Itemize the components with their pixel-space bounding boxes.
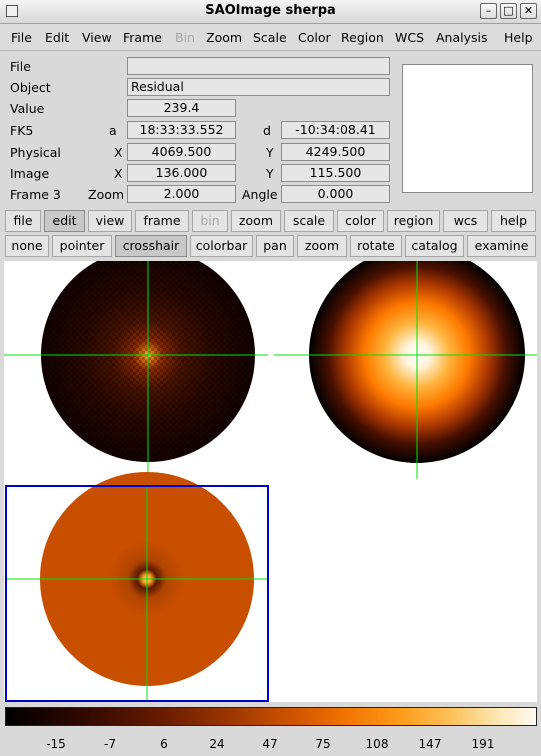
close-icon[interactable]: ✕ <box>520 3 537 19</box>
colorbar-tick: -7 <box>104 737 116 751</box>
colorbar-tick: 108 <box>365 737 389 751</box>
fk5-a-field: 18:33:33.552 <box>127 121 236 139</box>
value-field: 239.4 <box>127 99 236 117</box>
button-none[interactable]: none <box>5 235 49 257</box>
colorbar-tick: 75 <box>315 737 331 751</box>
angle-label: Angle <box>242 187 278 202</box>
button-help[interactable]: help <box>491 210 536 232</box>
menu-bar: File Edit View Frame Bin Zoom Scale Colo… <box>0 24 541 51</box>
colorbar-ticks: -15 -7 6 24 47 75 108 147 191 <box>0 732 541 752</box>
button-wcs[interactable]: wcs <box>443 210 488 232</box>
button-zoom[interactable]: zoom <box>231 210 281 232</box>
image-y-label: Y <box>266 166 274 181</box>
menu-analysis[interactable]: Analysis <box>436 30 488 45</box>
physical-y-label: Y <box>266 145 274 160</box>
menu-wcs[interactable]: WCS <box>395 30 425 45</box>
menu-zoom[interactable]: Zoom <box>206 30 243 45</box>
magnifier-panel <box>402 64 533 193</box>
button-rotate[interactable]: rotate <box>350 235 402 257</box>
colorbar-tick: -15 <box>46 737 66 751</box>
app-icon[interactable] <box>6 5 18 17</box>
zoom-label: Zoom <box>88 187 125 202</box>
fk5-d-label: d <box>263 123 271 138</box>
button-pointer[interactable]: pointer <box>52 235 112 257</box>
button-crosshair[interactable]: crosshair <box>115 235 187 257</box>
menu-help[interactable]: Help <box>504 30 533 45</box>
zoom-field: 2.000 <box>127 185 236 203</box>
button-colorbar[interactable]: colorbar <box>190 235 253 257</box>
colorbar[interactable] <box>5 707 537 726</box>
frames-svg[interactable] <box>4 261 537 702</box>
physical-y-field: 4249.500 <box>281 143 390 161</box>
image-y-field: 115.500 <box>281 164 390 182</box>
menu-file[interactable]: File <box>11 30 32 45</box>
button-catalog[interactable]: catalog <box>405 235 464 257</box>
frame-model[interactable] <box>274 261 537 479</box>
button-region[interactable]: region <box>387 210 440 232</box>
button-scale[interactable]: scale <box>284 210 334 232</box>
menu-bin: Bin <box>175 30 195 45</box>
maximize-icon[interactable]: □ <box>500 3 517 19</box>
colorbar-tick: 191 <box>471 737 495 751</box>
colorbar-tick: 147 <box>418 737 442 751</box>
image-x-label: X <box>114 166 123 181</box>
image-x-field: 136.000 <box>127 164 236 182</box>
file-label: File <box>10 59 31 74</box>
button-edit[interactable]: edit <box>44 210 85 232</box>
colorbar-tick: 6 <box>160 737 168 751</box>
menu-edit[interactable]: Edit <box>45 30 70 45</box>
button-pan[interactable]: pan <box>256 235 294 257</box>
selected-frame-border <box>5 485 269 702</box>
object-field: Residual <box>127 78 390 96</box>
title-bar[interactable]: SAOImage sherpa – □ ✕ <box>0 0 541 24</box>
value-label: Value <box>10 101 45 116</box>
frame-residual[interactable] <box>5 472 269 702</box>
colorbar-tick: 24 <box>209 737 225 751</box>
button-file[interactable]: file <box>5 210 41 232</box>
button-bin: bin <box>192 210 228 232</box>
button-frame[interactable]: frame <box>135 210 189 232</box>
menu-frame[interactable]: Frame <box>123 30 162 45</box>
image-canvas[interactable] <box>4 261 537 702</box>
button-zoom-mode[interactable]: zoom <box>297 235 347 257</box>
physical-x-label: X <box>114 145 123 160</box>
angle-field: 0.000 <box>281 185 390 203</box>
window-title: SAOImage sherpa <box>205 3 336 18</box>
physical-label: Physical <box>10 145 61 160</box>
menu-scale[interactable]: Scale <box>253 30 287 45</box>
colorbar-tick: 47 <box>262 737 278 751</box>
physical-x-field: 4069.500 <box>127 143 236 161</box>
minimize-icon[interactable]: – <box>480 3 497 19</box>
frame-label: Frame 3 <box>10 187 61 202</box>
menu-color[interactable]: Color <box>298 30 331 45</box>
fk5-label: FK5 <box>10 123 34 138</box>
button-color[interactable]: color <box>337 210 384 232</box>
fk5-a-label: a <box>109 123 117 138</box>
object-label: Object <box>10 80 51 95</box>
fk5-d-field: -10:34:08.41 <box>281 121 390 139</box>
image-label: Image <box>10 166 50 181</box>
frame-data[interactable] <box>4 261 268 479</box>
menu-region[interactable]: Region <box>341 30 384 45</box>
file-field <box>127 57 390 75</box>
mode-button-bar: none pointer crosshair colorbar pan zoom… <box>0 235 541 260</box>
main-button-bar: file edit view frame bin zoom scale colo… <box>0 210 541 235</box>
button-examine[interactable]: examine <box>467 235 536 257</box>
button-view[interactable]: view <box>88 210 132 232</box>
menu-view[interactable]: View <box>82 30 112 45</box>
